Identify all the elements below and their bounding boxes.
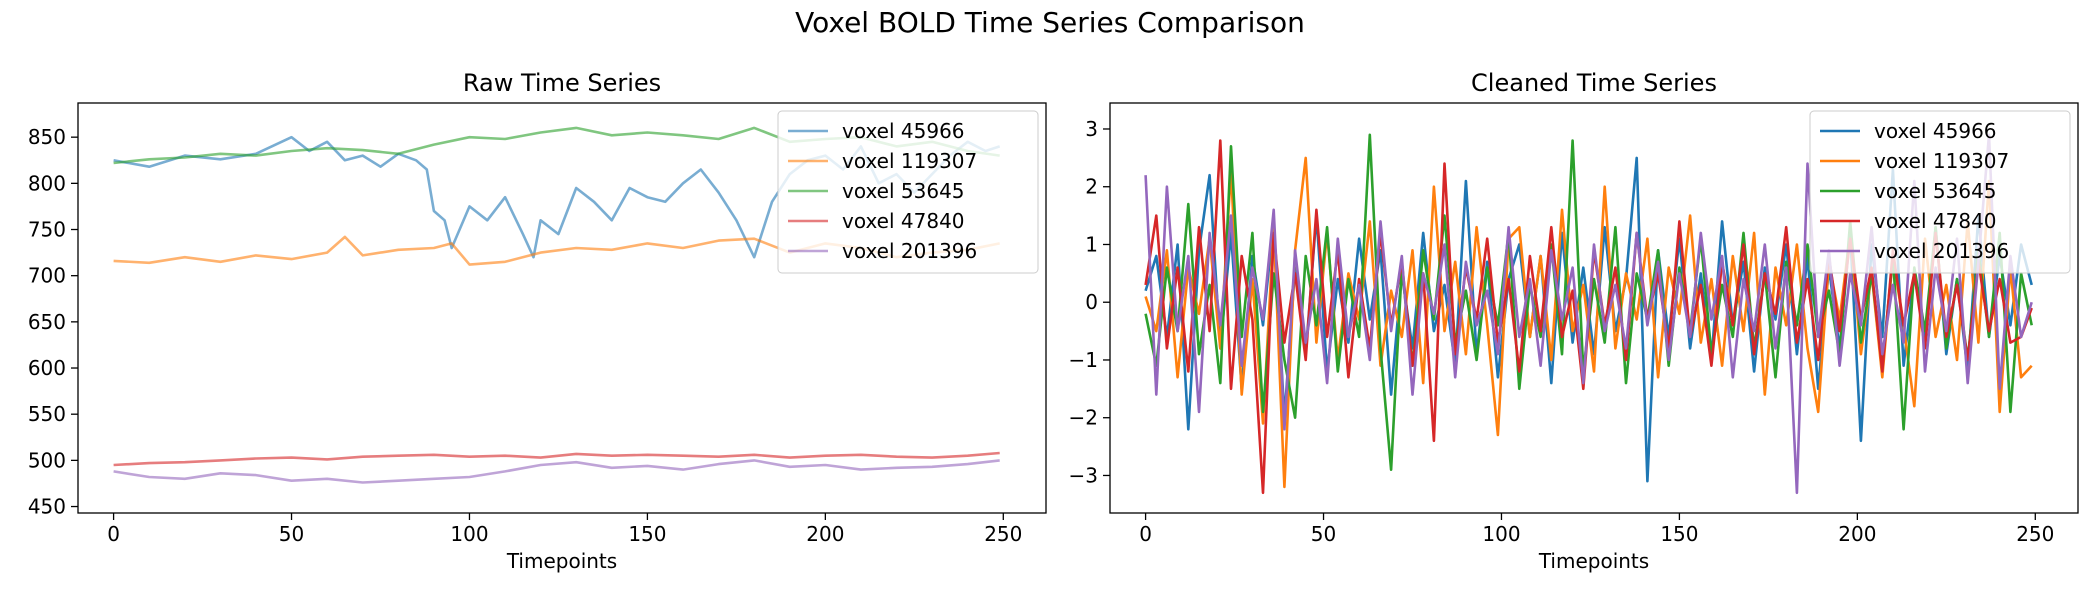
y-tick-label: 2 bbox=[1085, 175, 1098, 199]
x-tick-label: 100 bbox=[1482, 522, 1520, 546]
x-axis-label: Timepoints bbox=[1538, 549, 1649, 573]
x-tick-label: 200 bbox=[806, 522, 844, 546]
axes-frame bbox=[1109, 102, 2079, 514]
y-tick-label: 450 bbox=[28, 495, 66, 519]
figure-suptitle: Voxel BOLD Time Series Comparison bbox=[795, 6, 1305, 39]
y-tick-label: 800 bbox=[28, 171, 66, 195]
legend-label: voxel 201396 bbox=[1874, 239, 2009, 263]
chart-panel-1: 0 50 100 150 200 250 450 500 550 600 650 700 750 800 8… bbox=[28, 69, 1047, 573]
legend-label: voxel 53645 bbox=[842, 179, 965, 203]
y-tick-label: 0 bbox=[1085, 290, 1098, 314]
x-tick-label: 50 bbox=[279, 522, 304, 546]
legend-label: voxel 45966 bbox=[1874, 119, 1997, 143]
legend-label: voxel 47840 bbox=[1874, 209, 1997, 233]
x-tick-label: 150 bbox=[628, 522, 666, 546]
y-tick-label: 1 bbox=[1085, 232, 1098, 256]
legend-label: voxel 47840 bbox=[842, 209, 965, 233]
legend-label: voxel 45966 bbox=[842, 119, 965, 143]
y-tick-label: 550 bbox=[28, 402, 66, 426]
legend-label: voxel 119307 bbox=[842, 149, 977, 173]
x-tick-label: 150 bbox=[1660, 522, 1698, 546]
y-tick-label: 750 bbox=[28, 218, 66, 242]
x-tick-label: 0 bbox=[1139, 522, 1152, 546]
x-axis-label: Timepoints bbox=[506, 549, 617, 573]
x-tick-label: 100 bbox=[450, 522, 488, 546]
legend-label: voxel 201396 bbox=[842, 239, 977, 263]
y-tick-label: 650 bbox=[28, 310, 66, 334]
series-line-5 bbox=[113, 459, 1000, 484]
y-tick-label: 600 bbox=[28, 356, 66, 380]
axes-frame bbox=[77, 102, 1047, 514]
series-line-4 bbox=[113, 451, 1000, 467]
series-line-5 bbox=[1144, 133, 2033, 495]
y-tick-label: 500 bbox=[28, 448, 66, 472]
y-tick-label: −3 bbox=[1069, 463, 1098, 487]
series-lines bbox=[1144, 133, 2033, 495]
x-tick-label: 50 bbox=[1311, 522, 1336, 546]
legend: voxel 45966 voxel 119307 voxel 53645 voxel … bbox=[1809, 110, 2071, 274]
y-tick-label: 700 bbox=[28, 264, 66, 288]
y-tick-label: 3 bbox=[1085, 117, 1098, 141]
y-tick-label: −2 bbox=[1069, 406, 1098, 430]
x-tick-label: 200 bbox=[1838, 522, 1876, 546]
y-tick-label: 850 bbox=[28, 125, 66, 149]
y-tick-label: −1 bbox=[1069, 348, 1098, 372]
x-tick-label: 250 bbox=[2016, 522, 2054, 546]
chart-title: Raw Time Series bbox=[463, 69, 661, 97]
legend-box bbox=[1809, 110, 2071, 274]
chart-panel-2: 0 50 100 150 200 250 −3 −2 −1 0 1 2 3 Cleaned Time Se… bbox=[1069, 69, 2079, 573]
legend: voxel 45966 voxel 119307 voxel 53645 voxel … bbox=[777, 110, 1039, 274]
legend-box bbox=[777, 110, 1039, 274]
x-tick-label: 0 bbox=[107, 522, 120, 546]
x-tick-label: 250 bbox=[984, 522, 1022, 546]
legend-label: voxel 53645 bbox=[1874, 179, 1997, 203]
legend-label: voxel 119307 bbox=[1874, 149, 2009, 173]
chart-title: Cleaned Time Series bbox=[1471, 69, 1717, 97]
